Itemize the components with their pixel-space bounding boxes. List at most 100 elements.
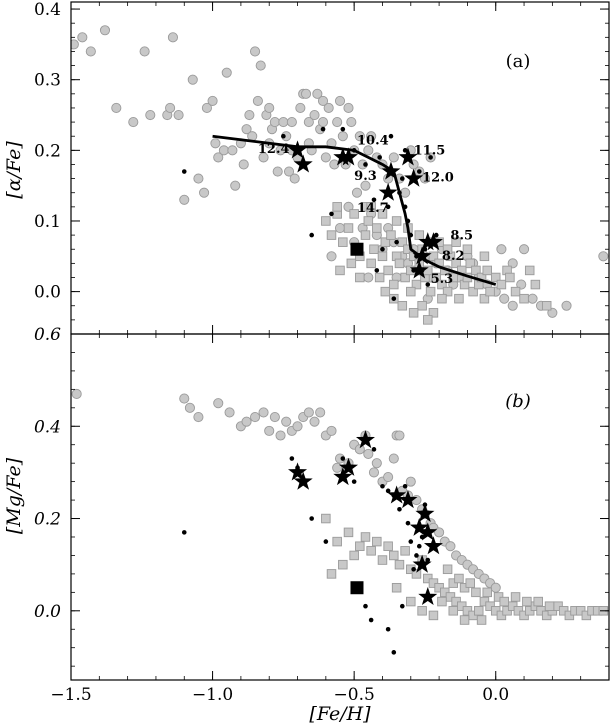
- data-point-star: [333, 467, 353, 486]
- data-point-filled-square: [350, 242, 364, 256]
- data-point-dot: [399, 603, 405, 609]
- data-point-dot: [399, 176, 405, 181]
- data-point-circle: [128, 117, 139, 128]
- data-point-square: [544, 601, 555, 611]
- data-point-circle: [227, 145, 238, 156]
- data-point-square: [394, 258, 405, 269]
- data-point-star: [418, 522, 438, 541]
- data-point-circle: [71, 39, 79, 50]
- data-point-square: [343, 223, 354, 233]
- data-point-circle: [499, 293, 510, 304]
- y-tick-label: 0.0: [34, 283, 61, 303]
- data-point-dot: [397, 507, 402, 512]
- data-point-dot: [368, 617, 374, 623]
- x-tick-label: 0.0: [482, 685, 509, 705]
- data-point-square: [442, 286, 453, 297]
- data-point-star: [415, 503, 435, 523]
- xlabel: [Fe/H]: [309, 703, 371, 725]
- data-point-square: [459, 615, 470, 625]
- data-point-circle: [309, 109, 320, 121]
- data-point-circle: [300, 88, 312, 99]
- data-point-dot: [351, 479, 357, 484]
- panel-a: 12.4 10.4 11.5 9.3 12.0 14.7 8.5 8.2 5.3 0.0 0.1 0.…: [34, 0, 610, 335]
- data-point-square: [332, 202, 342, 212]
- data-point-square: [391, 216, 402, 226]
- data-point-circle: [139, 46, 150, 57]
- x-tick-label: −1.0: [192, 685, 233, 705]
- data-point-circle: [598, 251, 609, 262]
- data-point-circle: [363, 145, 374, 156]
- data-point-star: [355, 430, 375, 449]
- data-point-star: [409, 517, 429, 536]
- data-point-square: [425, 286, 436, 297]
- data-point-dot: [394, 239, 399, 245]
- data-point-filled-square: [350, 581, 364, 595]
- data-point-circle: [241, 416, 252, 427]
- data-point-circle: [445, 541, 456, 552]
- age-label: 10.4: [357, 134, 389, 149]
- data-point-circle: [561, 300, 572, 311]
- data-point-square: [454, 293, 464, 304]
- data-point-square: [355, 541, 365, 551]
- data-point-square: [321, 513, 331, 524]
- data-point-square: [414, 230, 425, 240]
- data-point-circle: [419, 173, 430, 184]
- data-point-square: [335, 265, 345, 276]
- data-point-star: [338, 457, 359, 476]
- data-point-dot: [402, 148, 408, 153]
- data-point-circle: [317, 95, 329, 106]
- data-point-circle: [201, 102, 212, 114]
- data-point-circle: [165, 102, 176, 114]
- data-point-circle: [519, 244, 530, 255]
- data-point-dot: [309, 232, 314, 238]
- data-point-square: [417, 606, 427, 616]
- data-point-circle: [383, 471, 394, 483]
- data-point-dot: [428, 155, 433, 160]
- data-point-star: [412, 246, 432, 265]
- data-point-circle: [210, 138, 221, 149]
- data-point-square: [437, 293, 447, 304]
- data-point-square: [448, 606, 459, 616]
- data-point-circle: [99, 25, 111, 36]
- data-point-circle: [269, 117, 280, 128]
- data-point-square: [389, 279, 399, 290]
- data-point-square: [380, 237, 391, 247]
- data-point-square: [468, 286, 478, 297]
- data-point-circle: [496, 244, 507, 255]
- data-point-circle: [303, 117, 314, 128]
- data-point-square: [411, 279, 422, 290]
- data-point-circle: [309, 416, 320, 427]
- data-point-square: [383, 541, 393, 551]
- age-label: 9.3: [354, 169, 377, 184]
- data-point-dot: [380, 483, 385, 489]
- x-tick-label: −1.5: [50, 685, 91, 705]
- data-point-circle: [286, 117, 297, 128]
- data-point-square: [533, 596, 543, 607]
- data-point-circle: [527, 293, 538, 304]
- data-point-square: [541, 300, 552, 311]
- data-point-square: [391, 582, 402, 593]
- y-tick-label: 0.6: [34, 325, 61, 345]
- data-point-circle: [332, 462, 343, 473]
- data-point-dot: [340, 456, 346, 461]
- data-point-circle: [371, 458, 382, 469]
- data-point-dot: [380, 246, 385, 252]
- data-point-square: [360, 532, 371, 542]
- data-point-square: [400, 546, 410, 556]
- data-point-dot: [309, 516, 314, 521]
- data-point-circle: [354, 131, 365, 142]
- data-point-circle: [187, 74, 198, 85]
- data-point-circle: [179, 194, 190, 205]
- data-point-star: [387, 485, 407, 504]
- data-point-circle: [173, 109, 184, 121]
- data-point-star: [288, 140, 308, 159]
- data-point-square: [471, 265, 481, 276]
- age-label: 8.5: [450, 228, 473, 243]
- data-point-square: [386, 230, 396, 240]
- data-point-square: [485, 286, 495, 297]
- data-point-square: [423, 315, 433, 325]
- data-point-star: [293, 154, 313, 173]
- data-point-square: [519, 293, 529, 304]
- data-point-dot: [289, 456, 295, 461]
